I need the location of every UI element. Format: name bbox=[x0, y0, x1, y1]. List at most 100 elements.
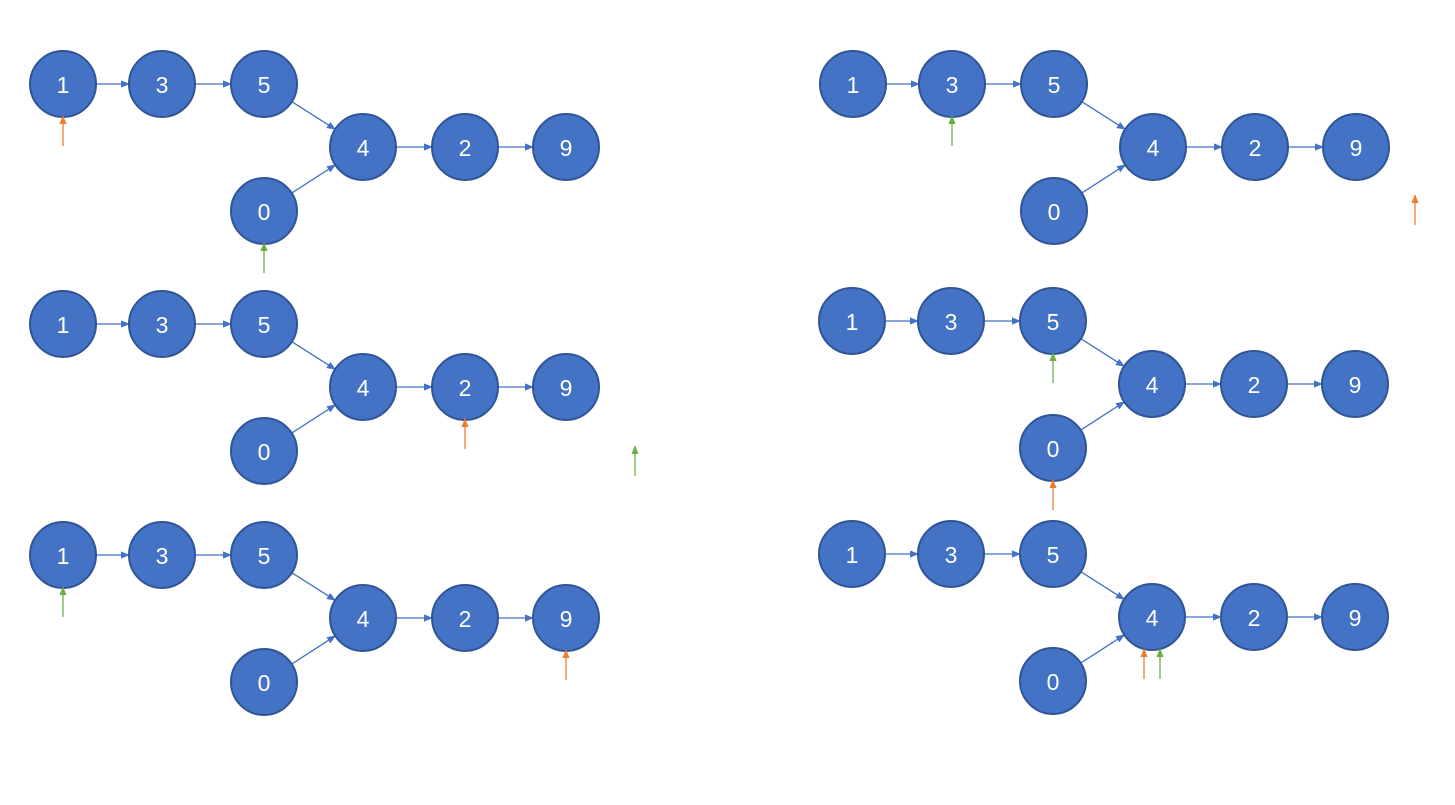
list-node: 9 bbox=[1322, 113, 1390, 181]
node-label: 2 bbox=[1248, 372, 1261, 398]
node-label: 5 bbox=[1047, 309, 1060, 335]
node-circle bbox=[230, 290, 298, 358]
node-label: 3 bbox=[156, 312, 169, 338]
list-node: 1 bbox=[29, 50, 97, 118]
node-circle bbox=[1321, 350, 1389, 418]
node-label: 0 bbox=[1047, 669, 1060, 695]
node-label: 4 bbox=[357, 606, 370, 632]
node-label: 2 bbox=[1249, 135, 1262, 161]
node-label: 3 bbox=[945, 309, 958, 335]
list-node: 4 bbox=[329, 584, 397, 652]
list-node: 2 bbox=[1220, 350, 1288, 418]
node-circle bbox=[1220, 350, 1288, 418]
node-label: 3 bbox=[156, 72, 169, 98]
node-circle bbox=[1321, 583, 1389, 651]
list-node: 0 bbox=[1019, 414, 1087, 482]
node-circle bbox=[532, 353, 600, 421]
node-circle bbox=[819, 50, 887, 118]
list-node: 4 bbox=[1118, 350, 1186, 418]
node-circle bbox=[1118, 583, 1186, 651]
node-label: 3 bbox=[945, 542, 958, 568]
edge-n5-n4-arrow bbox=[291, 341, 336, 370]
list-node: 3 bbox=[917, 287, 985, 355]
edge-n5-n4-arrow bbox=[1081, 101, 1126, 130]
edge-n0-n4-arrow bbox=[291, 635, 337, 665]
node-label: 0 bbox=[1047, 436, 1060, 462]
node-circle bbox=[329, 113, 397, 181]
list-node: 9 bbox=[532, 353, 600, 421]
node-label: 1 bbox=[846, 542, 859, 568]
list-node: 3 bbox=[917, 520, 985, 588]
list-node: 9 bbox=[1321, 583, 1389, 651]
node-label: 5 bbox=[258, 543, 271, 569]
node-label: 0 bbox=[258, 439, 271, 465]
node-circle bbox=[431, 584, 499, 652]
node-label: 9 bbox=[1350, 135, 1363, 161]
node-label: 1 bbox=[57, 543, 70, 569]
node-circle bbox=[329, 584, 397, 652]
list-node: 5 bbox=[230, 521, 298, 589]
node-circle bbox=[1020, 50, 1088, 118]
node-circle bbox=[431, 113, 499, 181]
node-label: 2 bbox=[459, 375, 472, 401]
node-circle bbox=[230, 521, 298, 589]
list-node: 5 bbox=[230, 290, 298, 358]
diagram-4: 1 3 5 4 2 9 0 bbox=[819, 50, 1419, 245]
node-label: 3 bbox=[946, 72, 959, 98]
edge-n0-n4-arrow bbox=[1081, 164, 1127, 194]
node-label: 2 bbox=[459, 606, 472, 632]
edge-n5-n4-arrow bbox=[1080, 571, 1125, 600]
list-node: 0 bbox=[1019, 647, 1087, 715]
node-label: 4 bbox=[357, 135, 370, 161]
node-circle bbox=[532, 113, 600, 181]
list-node: 5 bbox=[1019, 287, 1087, 355]
node-circle bbox=[1118, 350, 1186, 418]
node-label: 3 bbox=[156, 543, 169, 569]
node-label: 9 bbox=[1349, 605, 1362, 631]
list-node: 3 bbox=[918, 50, 986, 118]
edge-n5-n4-arrow bbox=[291, 572, 336, 601]
list-node: 4 bbox=[329, 113, 397, 181]
edge-n0-n4-arrow bbox=[291, 164, 337, 194]
edge-n0-n4-arrow bbox=[291, 404, 337, 434]
diagram-6: 1 3 5 4 2 9 0 bbox=[818, 520, 1389, 715]
list-node: 0 bbox=[230, 648, 298, 716]
node-label: 4 bbox=[1147, 135, 1160, 161]
node-circle bbox=[329, 353, 397, 421]
list-node: 2 bbox=[1221, 113, 1289, 181]
node-label: 9 bbox=[560, 135, 573, 161]
node-label: 5 bbox=[258, 312, 271, 338]
list-node: 3 bbox=[128, 50, 196, 118]
node-circle bbox=[1019, 520, 1087, 588]
node-circle bbox=[128, 290, 196, 358]
node-label: 0 bbox=[258, 199, 271, 225]
list-node: 1 bbox=[29, 290, 97, 358]
edge-n0-n4-arrow bbox=[1080, 401, 1126, 431]
diagram-1: 1 3 5 4 2 9 0 bbox=[29, 50, 600, 273]
list-node: 2 bbox=[431, 353, 499, 421]
node-label: 2 bbox=[459, 135, 472, 161]
node-circle bbox=[230, 417, 298, 485]
node-circle bbox=[818, 287, 886, 355]
list-node: 1 bbox=[819, 50, 887, 118]
node-circle bbox=[917, 520, 985, 588]
node-label: 5 bbox=[1047, 542, 1060, 568]
list-node: 2 bbox=[1220, 583, 1288, 651]
node-label: 9 bbox=[560, 375, 573, 401]
list-node: 1 bbox=[29, 521, 97, 589]
node-label: 5 bbox=[258, 72, 271, 98]
list-node: 4 bbox=[1118, 583, 1186, 651]
node-circle bbox=[1220, 583, 1288, 651]
node-label: 1 bbox=[846, 309, 859, 335]
node-label: 2 bbox=[1248, 605, 1261, 631]
list-node: 0 bbox=[230, 417, 298, 485]
node-circle bbox=[128, 50, 196, 118]
node-label: 4 bbox=[1146, 372, 1159, 398]
list-node: 1 bbox=[818, 287, 886, 355]
node-label: 9 bbox=[560, 606, 573, 632]
node-circle bbox=[29, 290, 97, 358]
list-node: 9 bbox=[1321, 350, 1389, 418]
node-circle bbox=[1019, 647, 1087, 715]
node-label: 1 bbox=[57, 72, 70, 98]
